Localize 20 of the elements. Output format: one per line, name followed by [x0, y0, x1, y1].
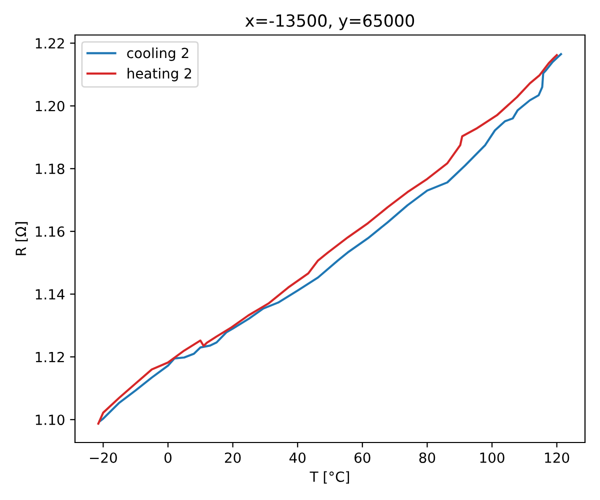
y-tick-label: 1.18: [36, 164, 64, 174]
y-axis-title: R [Ω]: [15, 222, 28, 256]
y-tick-label: 1.14: [36, 289, 64, 300]
x-tick-label: 100: [480, 452, 504, 463]
x-tick-label: −20: [90, 452, 117, 463]
x-tick-label: 80: [419, 452, 436, 463]
y-tick-label: 1.20: [36, 100, 64, 112]
chart-title: x=-13500, y=65000: [245, 14, 414, 30]
x-tick-label: 0: [164, 452, 172, 463]
y-tick-label: 1.16: [36, 226, 64, 237]
y-tick-label: 1.10: [36, 414, 64, 426]
x-tick-label: 20: [224, 452, 241, 463]
x-axis-title: T [°C]: [310, 471, 349, 484]
y-tick-label: 1.12: [36, 352, 64, 362]
y-tick-label: 1.22: [36, 38, 64, 48]
x-tick-label: 40: [289, 452, 306, 463]
x-tick-label: 120: [545, 452, 570, 463]
legend-label: cooling 2: [127, 48, 188, 61]
x-tick-label: 60: [354, 452, 370, 463]
legend-label: heating 2: [128, 68, 192, 82]
